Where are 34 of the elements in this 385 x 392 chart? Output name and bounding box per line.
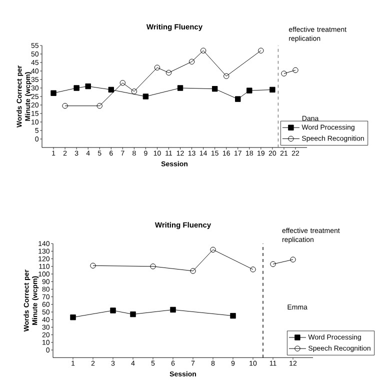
point [85,83,91,90]
point [154,64,160,70]
point [258,48,264,54]
point [246,88,252,94]
point [50,90,56,96]
point [235,96,241,102]
point [166,70,172,76]
point [142,94,149,100]
point [224,73,230,79]
point [200,48,206,54]
point [120,80,126,86]
point [212,86,218,92]
point [74,85,80,91]
point [96,103,102,109]
point [290,256,296,262]
point [130,311,136,318]
point [190,268,196,274]
point [270,261,276,267]
point [70,314,76,320]
point [210,246,216,253]
point [177,85,184,91]
point [150,264,156,270]
point [250,266,256,272]
point [188,58,195,64]
point [230,312,236,319]
point [108,86,114,93]
point [110,308,116,314]
point [292,67,298,73]
point [270,86,276,93]
point [62,103,68,109]
point [90,262,96,268]
point [131,88,138,94]
point [170,306,176,313]
point [281,70,287,76]
